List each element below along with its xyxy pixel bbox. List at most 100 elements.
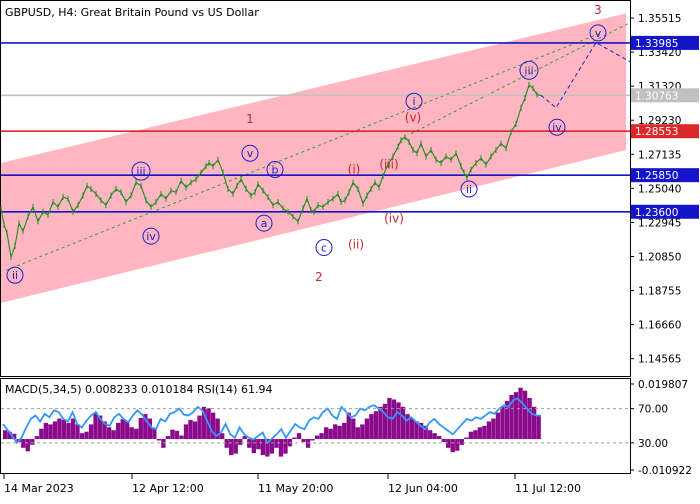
macd-bar-89	[405, 414, 410, 440]
macd-bar-76	[346, 412, 351, 440]
macd-bar-117	[531, 406, 537, 440]
macd-bar-92	[418, 422, 424, 440]
macd-bar-33	[152, 427, 157, 440]
wave-label-12: (iv)	[384, 211, 404, 225]
macd-bar-106	[482, 425, 487, 440]
macd-bar-95	[432, 433, 437, 440]
macd-bar-32	[147, 418, 152, 440]
dashed-guide-0	[5, 32, 602, 271]
macd-bar-60	[274, 439, 279, 448]
macd-bar-9	[43, 422, 49, 440]
macd-bar-74	[337, 425, 342, 440]
macd-bar-2	[12, 433, 17, 440]
macd-bar-11	[52, 421, 58, 440]
price-tick-label-7: 1.20850	[638, 251, 681, 263]
macd-bar-4	[21, 439, 26, 448]
macd-bar-90	[409, 418, 415, 440]
macd-bar-40	[183, 424, 189, 440]
macd-bar-54	[247, 439, 252, 448]
macd-bar-24	[111, 430, 116, 440]
macd-bar-14	[66, 422, 71, 440]
macd-bar-112	[509, 395, 514, 440]
price-tick-label-9: 1.16660	[638, 320, 681, 332]
wave-label-18: v	[595, 27, 602, 40]
macd-bar-98	[446, 439, 451, 448]
macd-bar-35	[161, 439, 166, 448]
macd-bar-118	[536, 414, 541, 440]
macd-bar-104	[473, 430, 478, 440]
macd-bar-6	[30, 439, 35, 445]
macd-bar-94	[427, 430, 433, 440]
level-tag-bg-2	[631, 124, 699, 139]
price-tick-label-5: 1.25040	[638, 183, 681, 195]
macd-bar-17	[79, 433, 85, 440]
ind-tick-label-3: -0.010922	[638, 465, 692, 477]
wave-label-6: a	[261, 217, 268, 230]
price-tick-label-8: 1.18755	[638, 286, 681, 298]
indicator-label: MACD(5,34,5) 0.008233 0.010184 RSI(14) 6…	[5, 383, 272, 396]
macd-bar-72	[328, 428, 333, 440]
macd-bar-23	[106, 427, 112, 440]
dashed-guides	[5, 22, 630, 271]
price-tick-label-1: 1.33420	[638, 47, 681, 59]
time-tick-label-4: 11 Jul 12:00	[515, 482, 581, 495]
wave-circle-5	[266, 160, 284, 178]
chart-title: GBPUSD, H4: Great Britain Pound vs US Do…	[5, 6, 259, 19]
time-tick-label-1: 12 Apr 12:00	[132, 482, 204, 495]
macd-bar-38	[174, 430, 180, 440]
wave-label-16: iii	[524, 64, 533, 77]
macd-bar-37	[170, 429, 175, 440]
wave-label-15: ii	[466, 183, 472, 196]
macd-bar-39	[179, 435, 184, 440]
macd-bar-116	[527, 398, 532, 440]
macd-bar-36	[165, 436, 171, 440]
macd-bar-44	[201, 406, 207, 440]
macd-bar-78	[355, 427, 360, 440]
macd-bar-47	[215, 418, 220, 440]
time-tick-label-2: 11 May 20:00	[258, 482, 333, 495]
macd-bar-52	[238, 439, 243, 445]
macd-bar-87	[396, 402, 401, 440]
macd-bar-100	[455, 439, 460, 451]
macd-bar-86	[391, 399, 397, 440]
macd-bar-96	[437, 436, 442, 440]
macd-bar-51	[233, 439, 238, 454]
wave-label-0: ii	[12, 269, 18, 282]
macd-bar-27	[125, 420, 130, 440]
time-axis: 14 Mar 2023 12 Apr 12:00 11 May 20:00 12 Ju…	[3, 474, 581, 495]
price-line	[0, 83, 542, 258]
macd-bar-62	[283, 439, 288, 454]
indicator-axis: 0.019807 70.00 30.00 -0.010922	[630, 379, 692, 477]
macd-bar-21	[97, 415, 103, 440]
wave-circle-0	[6, 266, 24, 284]
macd-bar-31	[143, 414, 148, 440]
macd-bar-84	[382, 403, 388, 440]
macd-bar-5	[25, 439, 30, 452]
level-tags: 1.33985 1.30763 1.28553 1.25850 1.23600	[631, 35, 699, 219]
price-tick-label-10: 1.14565	[638, 354, 681, 366]
macd-bar-8	[39, 428, 44, 440]
macd-bar-20	[93, 412, 98, 440]
price-tick-label-6: 1.22945	[638, 217, 681, 229]
macd-bar-105	[477, 427, 483, 440]
macd-bar-26	[120, 419, 125, 440]
level-tag-bg-4	[631, 204, 699, 219]
wave-label-4: v	[247, 147, 254, 160]
macd-bar-97	[441, 439, 446, 442]
macd-bar-46	[210, 412, 216, 440]
macd-bar-13	[61, 419, 67, 440]
wave-circle-18	[589, 24, 607, 42]
macd-bar-50	[229, 439, 234, 456]
time-tick-label-0: 14 Mar 2023	[4, 482, 74, 495]
time-tick-label-3: 12 Jun 04:00	[388, 482, 458, 495]
level-tag-bg-3	[631, 168, 699, 183]
ind-tick-label-1: 70.00	[638, 404, 668, 416]
wave-circle-1	[131, 161, 151, 181]
macd-bar-56	[256, 439, 261, 450]
macd-bar-79	[360, 424, 365, 440]
macd-bar-107	[486, 421, 492, 440]
macd-bar-29	[134, 428, 139, 440]
wave-circle-2	[142, 227, 160, 245]
macd-bar-68	[310, 439, 315, 441]
level-tag-bg-1	[631, 88, 699, 103]
